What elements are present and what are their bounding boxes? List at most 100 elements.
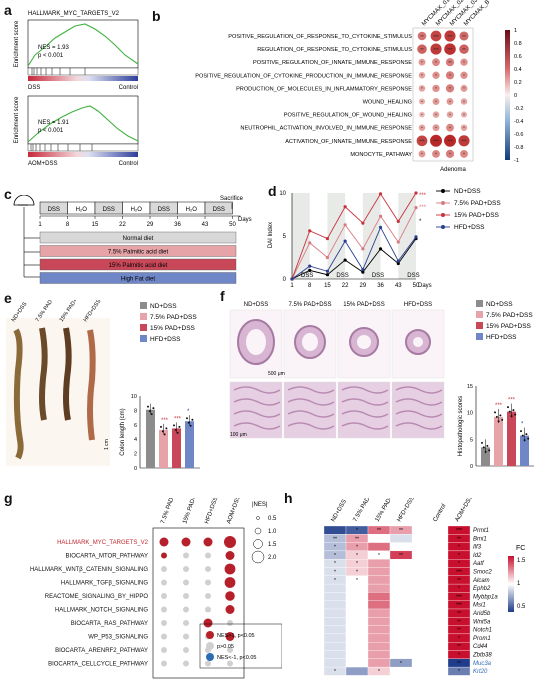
h-cell (425, 542, 449, 552)
h-gene-label: Arid5b (472, 611, 491, 617)
e-ytick: 6 (134, 423, 137, 429)
g-row-label: HALLMARK_WNTβ_CATENIN_SIGNALING (30, 567, 148, 573)
gsea1-nes: NES = 1.93 (38, 45, 70, 51)
b-dot (418, 150, 426, 158)
b-dot-star: * (435, 112, 437, 117)
day-label: 15 (92, 222, 99, 228)
g-size-legend-circle (254, 527, 262, 535)
g-bubble (225, 605, 235, 614)
b-dot (418, 72, 426, 79)
d-series-line (291, 207, 417, 280)
gsea1-right-label: Control (119, 85, 138, 91)
g-bubble (161, 606, 167, 613)
d-point (308, 241, 312, 245)
h-gene-label: Mybbp1a (473, 594, 498, 600)
b-dot (460, 58, 468, 66)
e-point (186, 417, 188, 420)
e-bar (159, 429, 168, 468)
b-dot (432, 98, 440, 105)
d-ytick: 10 (279, 191, 286, 197)
histo-col-label: 7.5% PAD+DSS (288, 302, 331, 308)
h-cell-star: * (356, 553, 358, 559)
gsea2-rank-bar (28, 152, 138, 157)
g-row-label: BIOCARTA_CELLCYCLE_PATHWAY (48, 662, 148, 668)
b-colorbar-tick: -0.4 (514, 119, 523, 125)
gsea2-nes: NES = 1.91 (38, 120, 70, 126)
b-dot-star: * (435, 86, 437, 91)
b-dot-star: * (421, 112, 423, 117)
histo-texture (395, 410, 443, 418)
d-series-line (291, 226, 417, 280)
f-bar (520, 435, 529, 466)
f-point (499, 414, 502, 417)
h-cell (389, 633, 413, 643)
gsea2-curve (27, 105, 139, 143)
h-cell (345, 600, 369, 610)
b-dot (430, 43, 442, 55)
histo-lumen (246, 329, 266, 355)
e-legend-swatch (140, 324, 147, 331)
gsea1-rank-bar (28, 76, 138, 81)
b-dot (444, 43, 456, 55)
histo-texture (233, 386, 281, 394)
b-dot (418, 58, 426, 66)
d-point (361, 267, 365, 272)
h-gene-label: Alcam (472, 578, 490, 584)
histo-texture (395, 398, 443, 406)
histo-texture (341, 422, 389, 430)
histo-col-label: 15% PAD+DSS (343, 302, 384, 308)
b-row-label: MONOCYTE_PATHWAY (350, 152, 412, 158)
dai-line-chart: DSS DSS DSS DSS 0 5 10 1 8 15 22 29 36 43 50 DAI Index D… (268, 188, 501, 289)
d-xtick: 22 (342, 283, 349, 289)
colon-specimen (39, 327, 48, 421)
d-point (361, 270, 365, 274)
e-legend-swatch (140, 313, 147, 320)
d-ytick: 5 (283, 234, 287, 240)
f-ytick: 15 (467, 384, 473, 390)
h-cell (345, 625, 369, 635)
g-bubble (181, 537, 191, 547)
g-bubble (225, 591, 235, 601)
b-dot (430, 30, 442, 42)
h-gene-label: Wnt5a (473, 619, 491, 625)
day-label: 22 (119, 222, 126, 228)
histo-lumen (357, 335, 371, 349)
g-bubble (205, 660, 211, 667)
g-bubble (205, 579, 211, 586)
g-bubble (224, 536, 236, 548)
d-point (308, 229, 312, 233)
e-point (173, 424, 175, 427)
h-cell-star: * (356, 561, 358, 567)
h-cell (367, 559, 391, 568)
h-cell-star: * (356, 570, 358, 576)
f-legend-label: ND+DSS (486, 301, 513, 308)
f-point (497, 420, 500, 423)
b-dot (432, 124, 440, 132)
h-cell (425, 642, 449, 651)
g-bubble (183, 552, 189, 559)
f-point (501, 418, 504, 421)
h-cell (425, 534, 449, 543)
diet-bar (39, 272, 237, 284)
scale-500: 500 μm (268, 371, 285, 377)
h-cell (323, 650, 347, 659)
diet-bar (39, 245, 237, 257)
b-dot-star: * (449, 112, 451, 117)
b-colorbar-tick: 0.4 (514, 67, 522, 73)
timeline-label: H₂O (131, 207, 143, 213)
b-dot (458, 135, 470, 147)
f-point (507, 406, 509, 409)
e-point (176, 431, 179, 434)
d-series-line (291, 238, 417, 280)
b-colorbar-tick: 0.8 (514, 41, 522, 47)
d-point (378, 214, 383, 218)
b-row-label: REGULATION_OF_RESPONSE_TO_CYTOKINE_STIMU… (257, 47, 412, 53)
h-cell (389, 608, 413, 618)
scale-bar-label: 1 cm (104, 439, 110, 450)
e-bar (185, 421, 194, 468)
f-legend-label: 7.5% PAD+DSS (486, 312, 533, 319)
e-ytick: 0 (134, 466, 137, 472)
f-bar (494, 416, 503, 466)
timeline-label: DSS (48, 207, 60, 213)
h-cell-star: * (378, 669, 380, 675)
